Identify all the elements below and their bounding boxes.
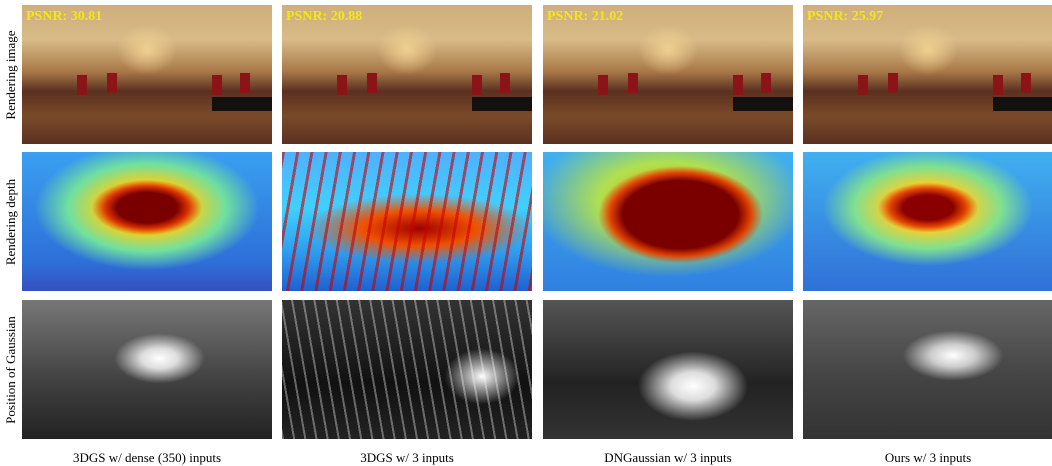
gaussian-position-map xyxy=(803,300,1052,439)
psnr-label: PSNR: 21.02 xyxy=(547,9,624,24)
piano xyxy=(993,97,1052,111)
piano xyxy=(733,97,793,111)
gaussian-position-map xyxy=(22,300,272,439)
door xyxy=(993,75,1003,95)
column-caption: DNGaussian w/ 3 inputs xyxy=(604,450,732,465)
row-label: Rendering image xyxy=(3,29,18,120)
door xyxy=(367,73,377,93)
psnr-label: PSNR: 30.81 xyxy=(26,9,103,24)
rendering-image: PSNR: 20.88 xyxy=(282,5,532,144)
row-label: Position of Gaussian xyxy=(3,315,18,424)
column-caption: 3DGS w/ 3 inputs xyxy=(360,450,454,465)
depth-map xyxy=(803,152,1052,291)
piano xyxy=(472,97,532,111)
door xyxy=(107,73,117,93)
door xyxy=(628,73,638,93)
rendering-image: PSNR: 30.81 xyxy=(22,5,272,144)
depth-map xyxy=(543,152,793,291)
gaussian-position-map xyxy=(282,300,532,439)
depth-map xyxy=(282,152,532,291)
psnr-label: PSNR: 25.97 xyxy=(807,9,884,24)
door xyxy=(733,75,743,95)
door xyxy=(77,75,87,95)
door xyxy=(472,75,482,95)
piano xyxy=(212,97,272,111)
column-caption: 3DGS w/ dense (350) inputs xyxy=(72,450,222,465)
door xyxy=(1021,73,1031,93)
door xyxy=(337,75,347,95)
door xyxy=(761,73,771,93)
psnr-label: PSNR: 20.88 xyxy=(286,9,363,24)
column-caption: Ours w/ 3 inputs xyxy=(884,450,972,465)
door xyxy=(888,73,898,93)
gaussian-position-map xyxy=(543,300,793,439)
door xyxy=(212,75,222,95)
rendering-image: PSNR: 25.97 xyxy=(803,5,1052,144)
door xyxy=(500,73,510,93)
door xyxy=(240,73,250,93)
depth-map xyxy=(22,152,272,291)
row-label: Rendering depth xyxy=(3,178,18,265)
rendering-image: PSNR: 21.02 xyxy=(543,5,793,144)
door xyxy=(598,75,608,95)
door xyxy=(858,75,868,95)
